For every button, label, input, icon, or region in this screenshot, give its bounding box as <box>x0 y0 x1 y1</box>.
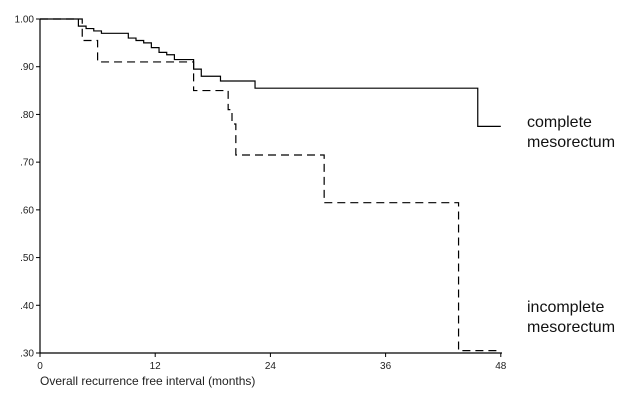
y-tick-label: .70 <box>20 158 34 169</box>
y-tick-label: 1.00 <box>15 15 35 26</box>
series-line-complete <box>40 18 501 127</box>
axes <box>39 19 502 354</box>
x-tick-label: 48 <box>495 361 507 372</box>
series-line-incomplete <box>40 18 501 352</box>
x-tick-label: 24 <box>265 361 277 372</box>
x-axis-label: Overall recurrence free interval (months… <box>40 374 255 388</box>
y-ticks: 1.00 .90 .80 .70 .60 .50 .40 .30 <box>15 15 40 360</box>
x-tick-label: 0 <box>37 361 43 372</box>
y-tick-label: .60 <box>20 205 34 216</box>
legend-label: incomplete mesorectum <box>527 299 615 336</box>
y-tick-label: .80 <box>20 110 34 121</box>
series-layer <box>40 18 501 352</box>
x-ticks: 0 12 24 36 48 <box>37 353 507 372</box>
legend: complete mesorectum incomplete mesorectum <box>527 114 615 336</box>
y-tick-label: .30 <box>20 349 34 360</box>
legend-label: complete mesorectum <box>527 114 615 151</box>
x-tick-label: 36 <box>380 361 392 372</box>
y-tick-label: .90 <box>20 62 34 73</box>
y-tick-label: .40 <box>20 301 34 312</box>
y-tick-label: .50 <box>20 253 34 264</box>
x-tick-label: 12 <box>150 361 162 372</box>
